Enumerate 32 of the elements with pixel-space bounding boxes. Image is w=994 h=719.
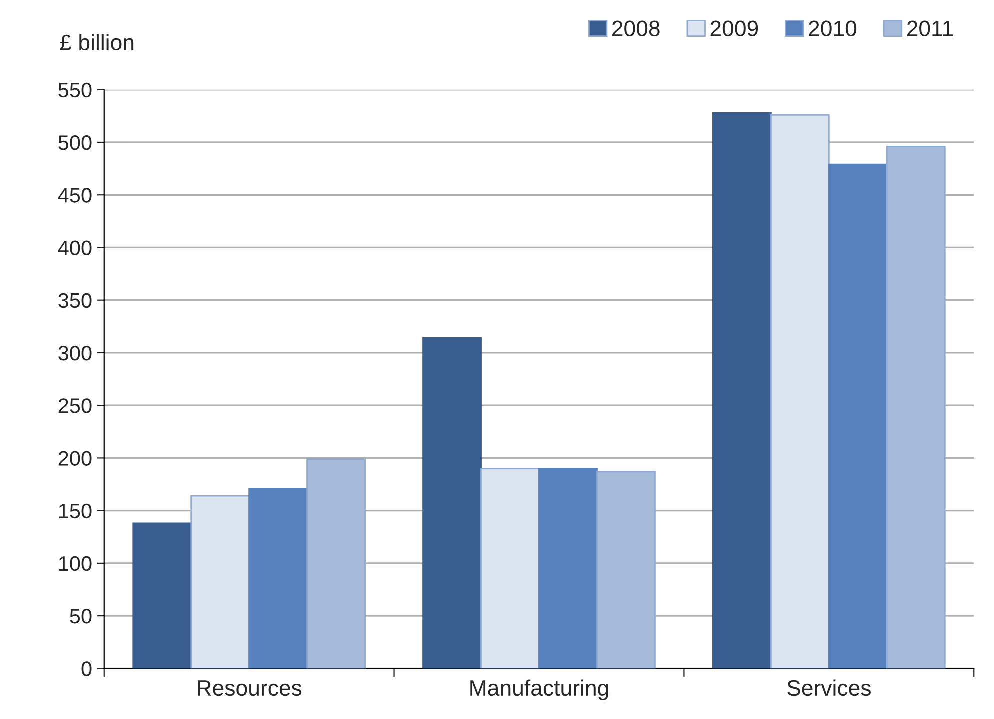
bar xyxy=(306,458,366,669)
legend-label: 2010 xyxy=(809,20,857,37)
legend-label: 2011 xyxy=(907,20,954,37)
legend-label: 2009 xyxy=(710,20,758,37)
y-tick-label: 100 xyxy=(59,556,92,572)
y-tick-label: 0 xyxy=(82,662,92,676)
bar xyxy=(828,164,888,669)
bar xyxy=(190,495,250,669)
y-tick-label: 300 xyxy=(58,346,92,361)
x-tick-label: Resources xyxy=(198,680,302,696)
bar xyxy=(770,114,830,669)
x-tick-label: Services xyxy=(788,680,871,696)
bar xyxy=(132,522,192,669)
legend-label: 2008 xyxy=(612,20,660,37)
y-tick-label: 150 xyxy=(59,504,92,519)
bar xyxy=(422,338,482,669)
x-tick-label: Manufacturing xyxy=(470,680,608,700)
y-tick-label: 250 xyxy=(58,398,92,414)
bar xyxy=(596,471,656,669)
bar xyxy=(886,146,946,669)
y-axis-title: £ billion xyxy=(60,34,134,51)
y-tick-label: 500 xyxy=(58,135,92,150)
y-tick-label: 550 xyxy=(58,82,92,98)
y-tick-label: 200 xyxy=(58,451,92,466)
y-tick-label: 450 xyxy=(58,188,92,203)
y-tick-label: 350 xyxy=(58,293,92,308)
bar xyxy=(480,468,540,669)
y-tick-label: 50 xyxy=(70,609,92,624)
bar xyxy=(712,112,772,669)
bar xyxy=(248,488,308,669)
bar xyxy=(538,468,598,669)
y-tick-label: 400 xyxy=(58,240,92,256)
